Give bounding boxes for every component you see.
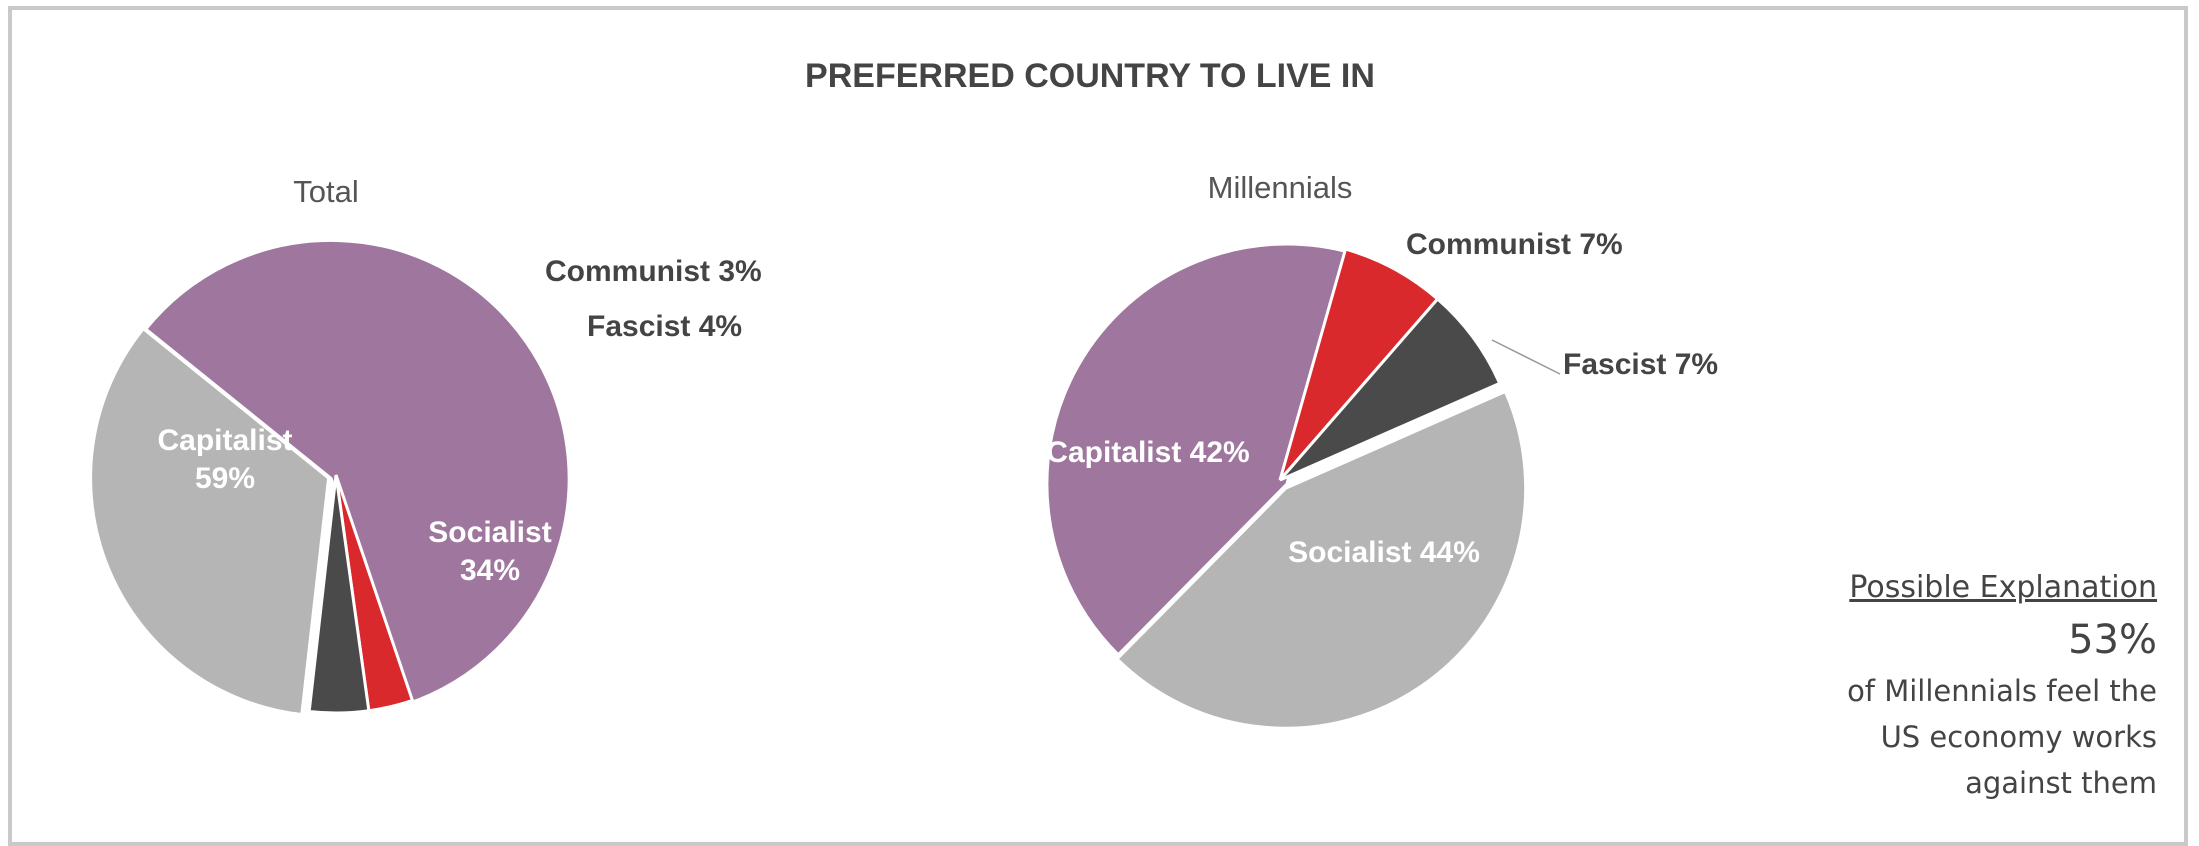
pie-millennials: Capitalist 42% Socialist 44% Communist 7% F… [1045, 228, 1718, 730]
pie-slice-socialist [1114, 389, 1528, 730]
data-label-capitalist: Capitalist 59% [157, 424, 292, 495]
pie-slice-communist [1278, 247, 1440, 481]
chart-title: PREFERRED COUNTRY TO LIVE IN [805, 57, 1375, 95]
note-heading: Possible Explanation [1849, 570, 2157, 605]
pie-millennials-subtitle: Millennials [1208, 170, 1353, 205]
note-line-3: against them [1965, 766, 2157, 800]
data-label-capitalist: Capitalist 42% [1046, 436, 1249, 469]
chart-canvas: PREFERRED COUNTRY TO LIVE IN Total Mille… [89, 57, 1718, 730]
pie-slice-capitalist [1045, 242, 1355, 657]
data-label-fascist: Fascist 4% [587, 310, 742, 343]
data-label-socialist: Socialist 44% [1288, 536, 1480, 569]
pie-total-subtitle: Total [293, 174, 358, 209]
data-label-fascist: Fascist 7% [1563, 348, 1718, 381]
note-line-1: of Millennials feel the [1847, 674, 2157, 708]
note-line-2: US economy works [1880, 720, 2157, 754]
pie-slice-socialist [89, 326, 331, 717]
data-label-communist: Communist 3% [545, 255, 762, 288]
pie-total: Capitalist 59% Socialist 34% Communist 3% Fas… [89, 238, 762, 717]
data-label-communist: Communist 7% [1406, 228, 1623, 261]
pie-slice-fascist [307, 474, 371, 715]
fascist-leader-line [1491, 339, 1561, 375]
note-stat: 53% [2068, 617, 2157, 663]
pie-slice-fascist [1278, 296, 1502, 482]
data-label-socialist: Socialist 34% [428, 516, 551, 587]
explanation-note: Possible Explanation 53% of Millennials … [1757, 568, 2157, 806]
pie-slice-capitalist [143, 238, 571, 706]
